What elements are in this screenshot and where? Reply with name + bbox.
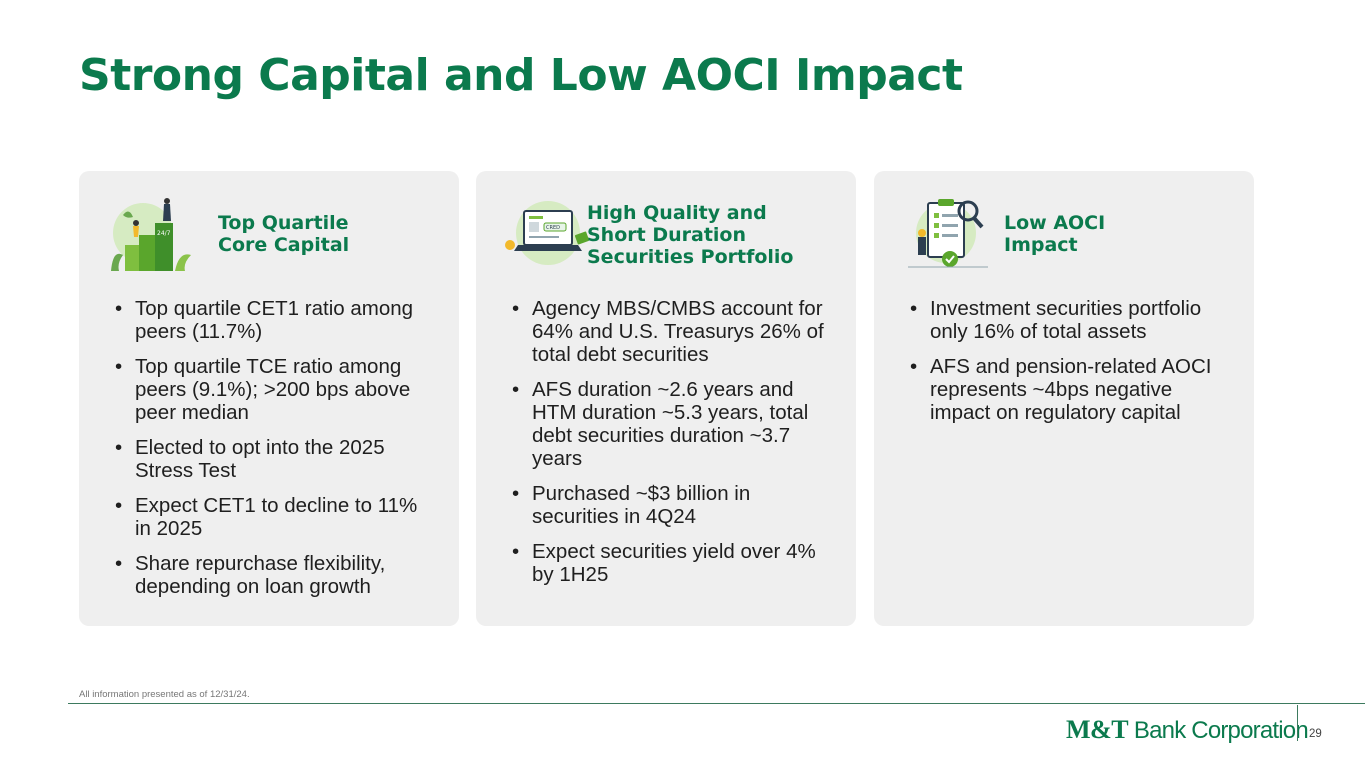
company-logo: M&T Bank Corporation <box>1066 714 1309 746</box>
page-title: Strong Capital and Low AOCI Impact <box>79 50 963 101</box>
card-core-capital: 24/7 Top Quartile Core Capital Top quart… <box>79 171 459 626</box>
svg-text:24/7: 24/7 <box>157 230 171 237</box>
list-item: AFS and pension-related AOCI represents … <box>910 355 1224 424</box>
list-item: Investment securities portfolio only 16%… <box>910 297 1224 343</box>
list-item: Expect CET1 to decline to 11% in 2025 <box>115 494 429 540</box>
checklist-magnifier-icon <box>908 199 988 268</box>
card-aoci-impact: Low AOCI Impact Investment securities po… <box>874 171 1254 626</box>
footer-divider <box>68 703 1365 704</box>
list-item: Share repurchase flexibility, depending … <box>115 552 429 598</box>
list-item: Top quartile TCE ratio among peers (9.1%… <box>115 355 429 424</box>
list-item: Expect securities yield over 4% by 1H25 <box>512 540 826 586</box>
list-item: Agency MBS/CMBS account for 64% and U.S.… <box>512 297 826 366</box>
laptop-securities-icon: CRED <box>505 201 590 265</box>
page-number: 29 <box>1309 728 1322 740</box>
list-item: Purchased ~$3 billion in securities in 4… <box>512 482 826 528</box>
list-item: AFS duration ~2.6 years and HTM duration… <box>512 378 826 470</box>
card-heading: Low AOCI Impact <box>1004 212 1106 256</box>
bullet-list: Top quartile CET1 ratio among peers (11.… <box>115 297 429 610</box>
list-item: Elected to opt into the 2025 Stress Test <box>115 436 429 482</box>
logo-mark: M&T <box>1066 715 1129 744</box>
footer-separator <box>1297 705 1298 741</box>
card-heading: Top Quartile Core Capital <box>218 212 350 256</box>
footnote: All information presented as of 12/31/24… <box>79 689 250 700</box>
svg-text:CRED: CRED <box>546 225 560 231</box>
bullet-list: Agency MBS/CMBS account for 64% and U.S.… <box>512 297 826 598</box>
podium-people-icon: 24/7 <box>111 198 191 271</box>
logo-text: Bank Corporation <box>1128 717 1309 744</box>
card-heading: High Quality and Short Duration Securiti… <box>587 202 794 268</box>
bullet-list: Investment securities portfolio only 16%… <box>910 297 1224 436</box>
list-item: Top quartile CET1 ratio among peers (11.… <box>115 297 429 343</box>
card-securities-portfolio: CRED High Quality and Short Duration Sec… <box>476 171 856 626</box>
